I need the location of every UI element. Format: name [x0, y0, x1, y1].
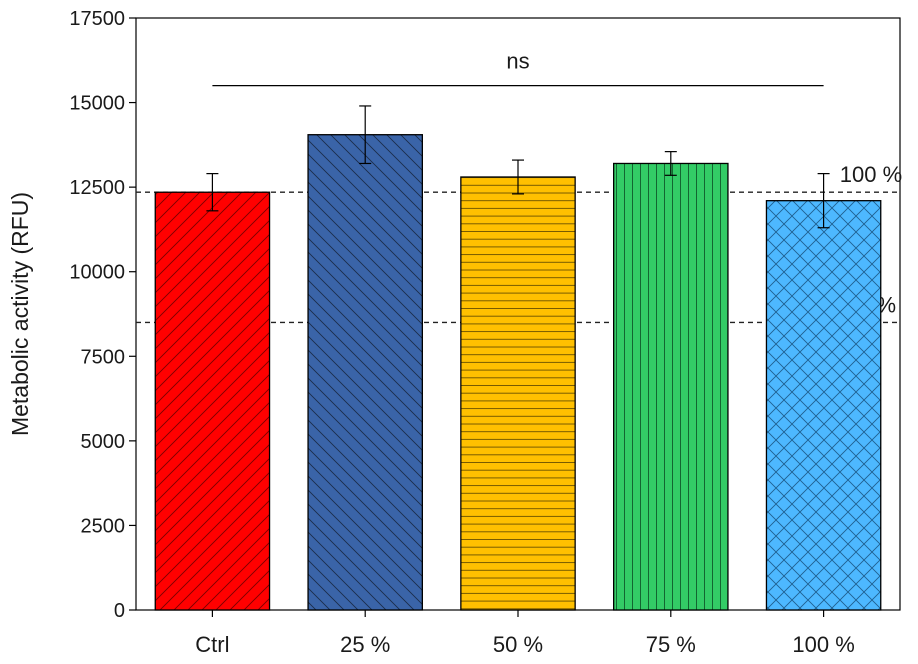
significance-label: ns: [506, 49, 529, 74]
y-tick-label: 12500: [69, 177, 125, 199]
y-tick-label: 17500: [69, 8, 125, 30]
bar: [460, 176, 576, 611]
reference-line-label: 100 %: [840, 162, 902, 187]
error-bars: [206, 105, 830, 229]
bar: [307, 134, 423, 611]
x-tick-label: 100 %: [792, 632, 854, 657]
bar: [613, 162, 729, 611]
x-tick-label: Ctrl: [195, 632, 229, 657]
x-tick-label: 75 %: [646, 632, 696, 657]
x-axis: Ctrl 25 % 50 % 75 % 100 %: [195, 610, 855, 657]
significance-bracket: ns: [212, 49, 824, 87]
x-tick-label: 50 %: [493, 632, 543, 657]
y-tick-label: 10000: [69, 262, 125, 284]
y-axis-title: Metabolic activity (RFU): [7, 192, 33, 436]
bars: [154, 134, 882, 611]
x-tick-label: 25 %: [340, 632, 390, 657]
y-axis: 0 2500 5000 7500 10000 12500 15000 17500: [69, 8, 136, 622]
y-tick-label: 0: [114, 600, 125, 622]
y-tick-label: 15000: [69, 93, 125, 115]
bar: [154, 191, 271, 611]
y-tick-label: 2500: [81, 515, 126, 537]
y-tick-label: 7500: [81, 346, 126, 368]
y-tick-label: 5000: [81, 431, 126, 453]
bar: [765, 200, 882, 611]
